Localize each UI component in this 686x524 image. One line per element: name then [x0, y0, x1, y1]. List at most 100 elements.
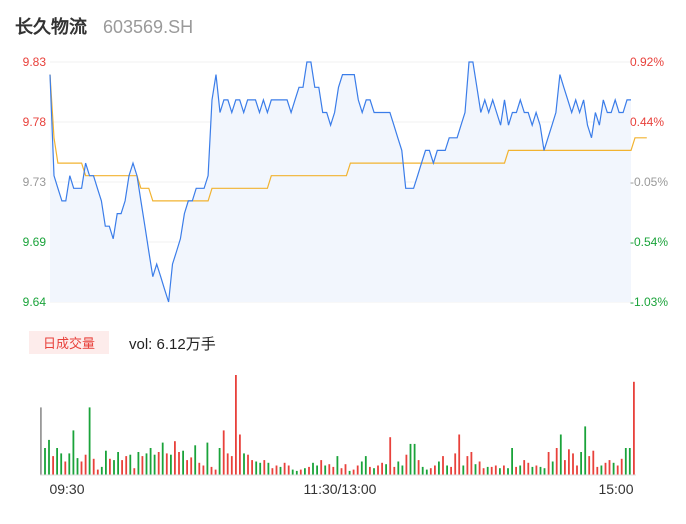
volume-bar [72, 430, 75, 475]
volume-bar [405, 454, 408, 475]
volume-bar [340, 468, 343, 475]
volume-bar [584, 426, 587, 475]
volume-bar [210, 466, 213, 475]
volume-bar [222, 430, 225, 475]
volume-bar [401, 465, 404, 475]
daily-volume-badge: 日成交量 [29, 331, 109, 354]
volume-bar [624, 448, 627, 475]
volume-bar [478, 461, 481, 475]
average-price-line [49, 74, 647, 202]
volume-bar [511, 448, 513, 475]
volume-bar [397, 461, 400, 475]
volume-bar [129, 454, 132, 475]
volume-bar [226, 453, 229, 475]
volume-bar [466, 456, 469, 475]
volume-bar [76, 458, 79, 475]
volume-bar [121, 460, 123, 475]
volume-bar [633, 381, 635, 475]
volume-bar [503, 465, 505, 475]
volume-bar [482, 468, 485, 475]
price-tick-label: 9.64 [23, 295, 47, 309]
volume-bar [564, 460, 566, 475]
volume-bar [92, 458, 95, 475]
volume-bar [421, 466, 424, 475]
volume-bar [157, 452, 160, 475]
volume-bar [271, 468, 274, 475]
volume-bar [170, 454, 172, 475]
volume-bar [320, 460, 323, 475]
volume-bar [133, 468, 136, 475]
volume-bar [344, 464, 347, 475]
volume-bar [336, 456, 339, 475]
volume-bar [230, 456, 233, 475]
volume-bar [174, 441, 176, 475]
volume-bar [149, 448, 152, 475]
volume-bar [324, 465, 327, 475]
volume-bar [462, 465, 465, 475]
volume-bar [202, 465, 205, 475]
volume-bar [385, 464, 387, 475]
volume-bar [304, 468, 306, 475]
volume-bar [235, 375, 237, 475]
volume-bar [48, 439, 50, 475]
volume-bar [352, 469, 355, 475]
volume-bar [141, 456, 144, 475]
volume-bar [145, 453, 148, 475]
volume-bar [486, 466, 489, 475]
pct-tick-label: -0.54% [630, 235, 668, 249]
volume-bar [360, 461, 363, 475]
volume-bar [283, 462, 286, 475]
volume-bar [332, 466, 335, 475]
price-tick-label: 9.83 [23, 55, 47, 69]
volume-bar [568, 449, 570, 475]
volume-bar [312, 462, 314, 475]
volume-bar [308, 466, 310, 475]
volume-bar [263, 460, 266, 475]
volume-bar [596, 466, 599, 475]
volume-bar [178, 452, 180, 475]
volume-bar [620, 458, 623, 475]
volume-bar [125, 456, 128, 475]
volume-bar [543, 468, 546, 475]
volume-bar [600, 465, 603, 475]
volume-bar [255, 461, 258, 475]
volume-bar [64, 461, 67, 475]
volume-bar [291, 469, 294, 475]
pct-tick-label: -0.05% [630, 175, 668, 189]
volume-bar [559, 434, 562, 475]
volume-bar [499, 468, 501, 475]
volume-bar [56, 448, 58, 475]
pct-tick-label: -1.03% [630, 295, 668, 309]
volume-bar [137, 452, 140, 475]
volume-bar [214, 469, 217, 475]
volume-bar [279, 466, 282, 475]
price-tick-label: 9.69 [23, 235, 47, 249]
volume-bar [612, 462, 615, 475]
pct-tick-label: 0.44% [630, 115, 664, 129]
volume-bar [523, 460, 526, 475]
volume-bar [60, 453, 63, 475]
volume-bar [198, 462, 201, 475]
volume-bar [348, 470, 351, 475]
volume-bar [507, 468, 509, 475]
volume-bar [316, 465, 318, 475]
volume-bar [446, 465, 448, 475]
stock-name: 长久物流 [15, 17, 87, 37]
volume-summary: vol: 6.12万手 [129, 336, 216, 353]
volume-bar [442, 456, 444, 475]
volume-bar [105, 450, 107, 475]
volume-bar [153, 454, 156, 475]
volume-bar [218, 448, 221, 475]
volume-bar [434, 465, 436, 475]
volume-bar [580, 452, 582, 475]
volume-bar [535, 465, 538, 475]
volume-bar [80, 461, 83, 475]
pct-tick-label: 0.92% [630, 55, 664, 69]
volume-bar [186, 460, 188, 475]
volume-bar [373, 468, 375, 475]
volume-bar [592, 450, 595, 475]
volume-bar [96, 469, 99, 475]
volume-bar [551, 461, 554, 475]
volume-bar [109, 458, 111, 475]
volume-bar [429, 468, 432, 475]
